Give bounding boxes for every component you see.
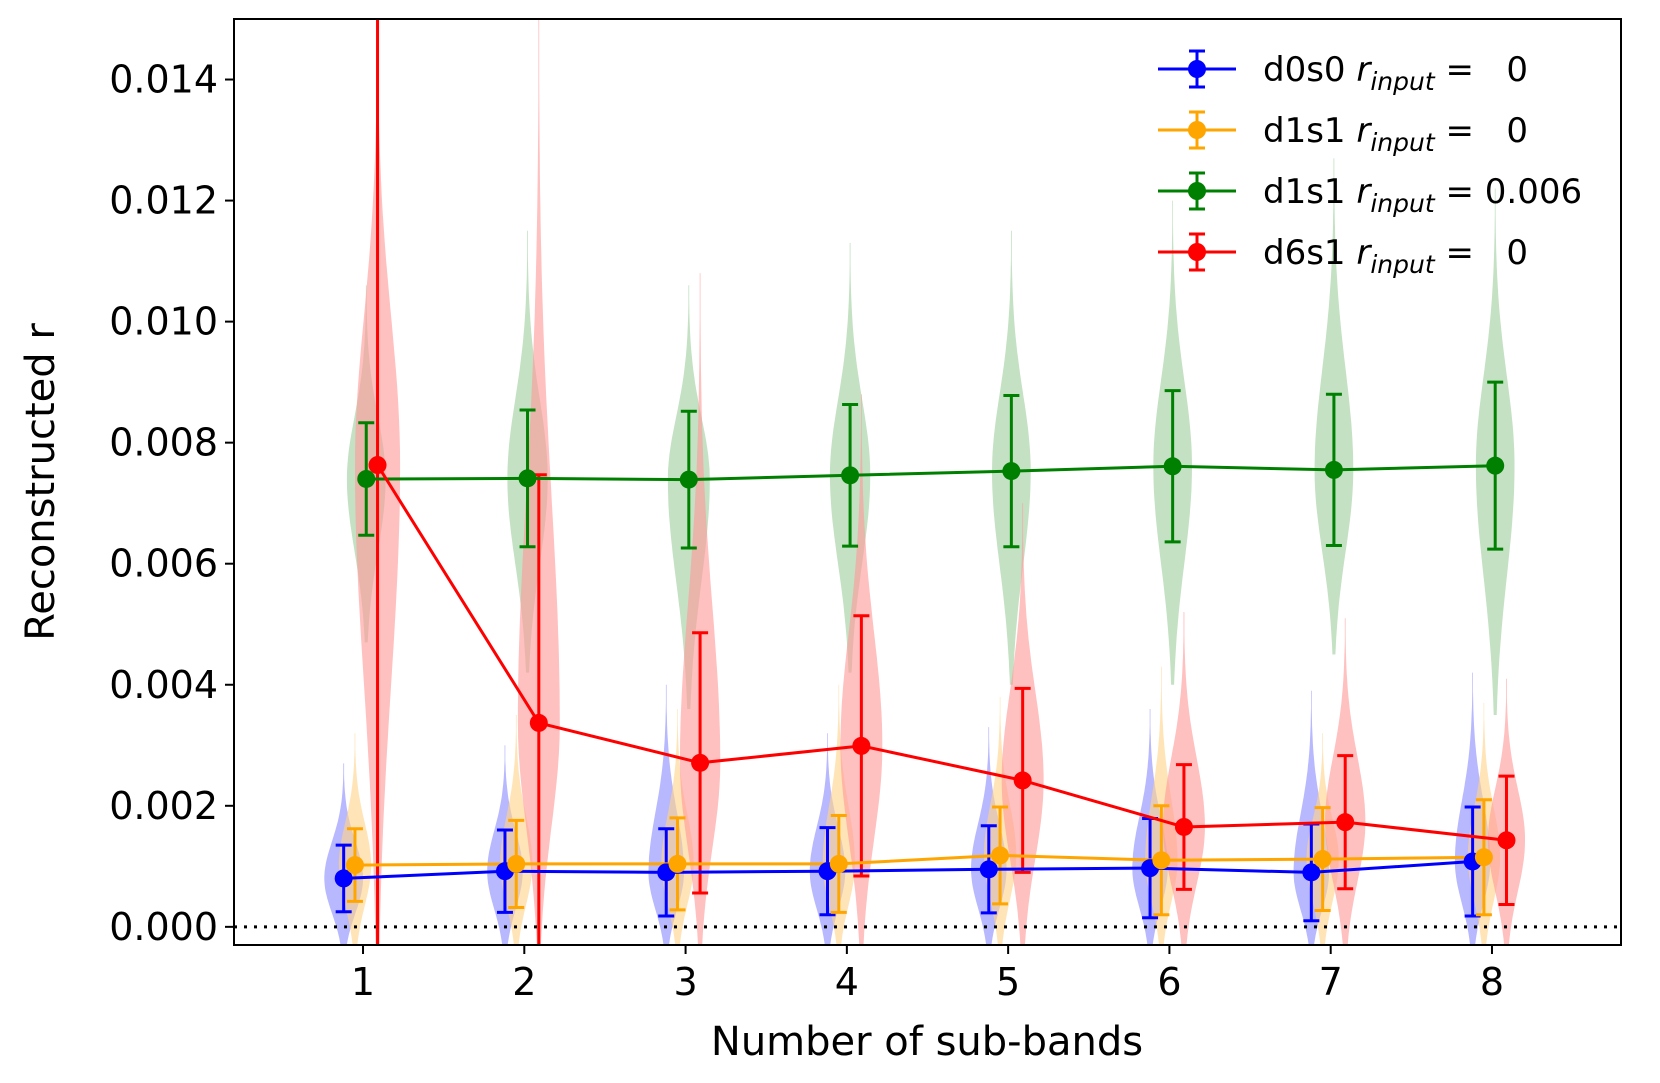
point-d1s1-r006-8 [1486, 456, 1505, 475]
legend-label-main: d0s0 [1263, 50, 1356, 90]
legend-marker-d1s1-r006 [1188, 182, 1206, 200]
legend-label-value: = 0.006 [1435, 172, 1582, 212]
point-d1s1-zero-7 [1313, 850, 1332, 869]
plot-frame [233, 18, 1622, 946]
legend-entry-d1s1-zero: d1s1 rinput = 0 [1158, 110, 1528, 157]
x-tick-label-8: 8 [1480, 960, 1504, 1004]
point-d1s1-r006-6 [1163, 457, 1182, 476]
violin-d6s1-3 [679, 273, 721, 945]
y-tick-label-2: 0.004 [109, 663, 218, 707]
legend-label-subscript: input [1370, 250, 1436, 279]
legend-label-var: r [1356, 111, 1372, 151]
y-tick-label-4: 0.008 [109, 421, 218, 465]
legend-label-main: d1s1 [1263, 111, 1356, 151]
point-d1s1-zero-8 [1474, 848, 1493, 867]
point-d1s1-zero-2 [507, 854, 526, 873]
y-tick-label-6: 0.012 [109, 179, 218, 223]
legend-label-subscript: input [1370, 67, 1436, 96]
point-d6s1-3 [691, 753, 710, 772]
point-d6s1-7 [1336, 813, 1355, 832]
series-line-d1s1-zero [354, 853, 1484, 867]
point-d6s1-6 [1174, 817, 1193, 836]
legend-label-d6s1: d6s1 rinput = 0 [1263, 233, 1528, 279]
y-tick-label-7: 0.014 [109, 58, 218, 102]
x-tick-label-3: 3 [673, 960, 697, 1004]
x-axis-title: Number of sub-bands [711, 1019, 1143, 1065]
x-tick-label-4: 4 [835, 960, 859, 1004]
point-d6s1-4 [852, 736, 871, 755]
point-d0s0-7 [1302, 863, 1321, 882]
legend-label-d1s1-zero: d1s1 rinput = 0 [1263, 111, 1528, 157]
y-tick-label-0: 0.000 [109, 905, 218, 949]
point-d1s1-zero-1 [345, 856, 364, 875]
y-tick-label-5: 0.010 [109, 300, 218, 344]
legend-entry-d1s1-r006: d1s1 rinput = 0.006 [1158, 171, 1582, 218]
series-line-d0s0 [343, 860, 1473, 880]
legend-label-main: d1s1 [1263, 172, 1356, 212]
series-line-layer [343, 464, 1507, 880]
legend-marker-d6s1 [1188, 243, 1206, 261]
point-d6s1-5 [1013, 771, 1032, 790]
legend-label-subscript: input [1370, 189, 1436, 218]
point-d1s1-r006-7 [1324, 460, 1343, 479]
legend-label-d1s1-r006: d1s1 rinput = 0.006 [1263, 172, 1582, 218]
series-line-d1s1-r006 [366, 464, 1496, 482]
point-d6s1-2 [529, 713, 548, 732]
point-d1s1-zero-6 [1152, 851, 1171, 870]
legend-label-main: d6s1 [1263, 233, 1356, 273]
point-layer [334, 456, 1516, 888]
x-tick-label-1: 1 [351, 960, 375, 1004]
legend-label-var: r [1356, 233, 1372, 273]
point-d1s1-zero-4 [829, 854, 848, 873]
legend-marker-d1s1-zero [1188, 121, 1206, 139]
point-d0s0-1 [334, 869, 353, 888]
point-d1s1-zero-5 [991, 846, 1010, 865]
legend-entry-d6s1: d6s1 rinput = 0 [1158, 232, 1528, 279]
legend-label-value: = 0 [1435, 50, 1528, 90]
legend-entry-d0s0: d0s0 rinput = 0 [1158, 49, 1528, 96]
point-d1s1-r006-1 [357, 469, 376, 488]
legend-label-var: r [1356, 50, 1372, 90]
point-d0s0-5 [979, 860, 998, 879]
x-tick-label-7: 7 [1319, 960, 1343, 1004]
legend-label-subscript: input [1370, 128, 1436, 157]
y-axis-title: Reconstructed r [18, 323, 64, 641]
y-tick-label-1: 0.002 [109, 784, 218, 828]
legend-label-d0s0: d0s0 rinput = 0 [1263, 50, 1528, 96]
point-d1s1-r006-3 [679, 470, 698, 489]
series-line-d6s1 [376, 464, 1507, 842]
point-d1s1-r006-2 [518, 469, 537, 488]
x-tick-label-5: 5 [996, 960, 1020, 1004]
x-tick-label-2: 2 [512, 960, 536, 1004]
point-d6s1-1 [368, 456, 387, 475]
legend-label-value: = 0 [1435, 111, 1528, 151]
legend-marker-d0s0 [1188, 60, 1206, 78]
point-d1s1-r006-4 [841, 466, 860, 485]
legend-label-value: = 0 [1435, 233, 1528, 273]
point-d1s1-r006-5 [1002, 462, 1021, 481]
legend-label-var: r [1356, 172, 1372, 212]
point-d6s1-8 [1497, 831, 1516, 850]
x-axis-ticks: 1 2 3 4 5 6 7 8 [351, 945, 1504, 1004]
y-tick-label-3: 0.006 [109, 542, 218, 586]
y-axis-ticks: 0.000 0.002 0.004 0.006 0.008 0.010 0.012 0.014 [109, 58, 234, 949]
x-tick-label-6: 6 [1157, 960, 1181, 1004]
point-d1s1-zero-3 [668, 854, 687, 873]
